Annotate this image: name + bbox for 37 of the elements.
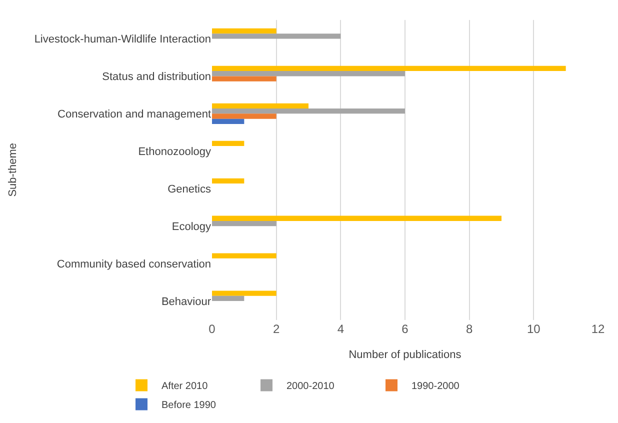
- y-tick-label: Livestock-human-Wildlife Interaction: [34, 34, 211, 46]
- x-tick-label: 8: [466, 322, 473, 336]
- bar: [212, 28, 276, 34]
- bar: [212, 296, 244, 302]
- y-tick-label: Community based conservation: [56, 258, 211, 270]
- legend-label: Before 1990: [162, 400, 216, 412]
- x-tick-label: 0: [208, 322, 216, 336]
- x-tick-label: 4: [337, 322, 344, 336]
- bar: [212, 114, 276, 119]
- y-tick-label: Ethonozoology: [138, 146, 212, 158]
- bar: [212, 216, 502, 221]
- y-tick-label: Genetics: [168, 183, 212, 196]
- x-tick-label: 10: [526, 322, 541, 336]
- y-tick-label: Ecology: [172, 220, 212, 233]
- bar: [212, 34, 341, 39]
- x-tick-label: 12: [591, 322, 605, 336]
- bar: [212, 290, 276, 296]
- bar: [212, 220, 276, 226]
- bar: [212, 178, 244, 184]
- bar: [212, 108, 405, 114]
- bar: [212, 66, 566, 72]
- legend-label: 1990-2000: [412, 381, 460, 392]
- bar: [212, 118, 244, 124]
- x-axis-title: Number of publications: [348, 348, 462, 361]
- x-tick-label: 2: [272, 322, 280, 336]
- legend-label: 2000-2010: [286, 381, 335, 392]
- x-tick-label: 6: [402, 322, 409, 336]
- bar: [212, 71, 405, 76]
- y-tick-label: Conservation and management: [58, 108, 211, 121]
- y-tick-label: Status and distribution: [102, 71, 211, 84]
- y-tick-label: Behaviour: [161, 296, 212, 308]
- bar: [212, 140, 244, 146]
- bar: [212, 76, 276, 82]
- bar: [212, 253, 276, 258]
- bar: [212, 103, 308, 109]
- y-axis-title: Sub-theme: [6, 142, 19, 197]
- legend-label: After 2010: [162, 381, 208, 392]
